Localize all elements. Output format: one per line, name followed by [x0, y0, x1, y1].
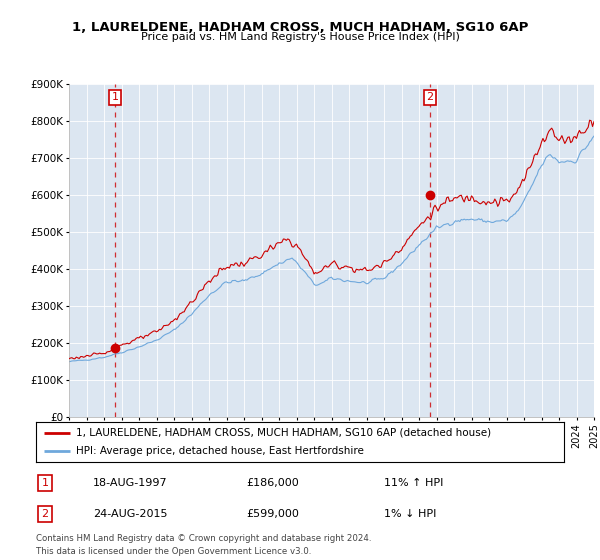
Text: Contains HM Land Registry data © Crown copyright and database right 2024.: Contains HM Land Registry data © Crown c… — [36, 534, 371, 543]
Text: This data is licensed under the Open Government Licence v3.0.: This data is licensed under the Open Gov… — [36, 547, 311, 556]
Text: 18-AUG-1997: 18-AUG-1997 — [93, 478, 167, 488]
Text: 24-AUG-2015: 24-AUG-2015 — [93, 509, 167, 519]
Text: 1, LAURELDENE, HADHAM CROSS, MUCH HADHAM, SG10 6AP (detached house): 1, LAURELDENE, HADHAM CROSS, MUCH HADHAM… — [76, 428, 491, 437]
Text: £186,000: £186,000 — [246, 478, 299, 488]
Text: 1: 1 — [112, 92, 118, 102]
Text: £599,000: £599,000 — [246, 509, 299, 519]
Text: 2: 2 — [41, 509, 49, 519]
Text: HPI: Average price, detached house, East Hertfordshire: HPI: Average price, detached house, East… — [76, 446, 364, 456]
Text: 11% ↑ HPI: 11% ↑ HPI — [384, 478, 443, 488]
Text: 1: 1 — [41, 478, 49, 488]
Text: 2: 2 — [427, 92, 433, 102]
Text: 1% ↓ HPI: 1% ↓ HPI — [384, 509, 436, 519]
Text: Price paid vs. HM Land Registry's House Price Index (HPI): Price paid vs. HM Land Registry's House … — [140, 32, 460, 43]
Text: 1, LAURELDENE, HADHAM CROSS, MUCH HADHAM, SG10 6AP: 1, LAURELDENE, HADHAM CROSS, MUCH HADHAM… — [72, 21, 528, 34]
